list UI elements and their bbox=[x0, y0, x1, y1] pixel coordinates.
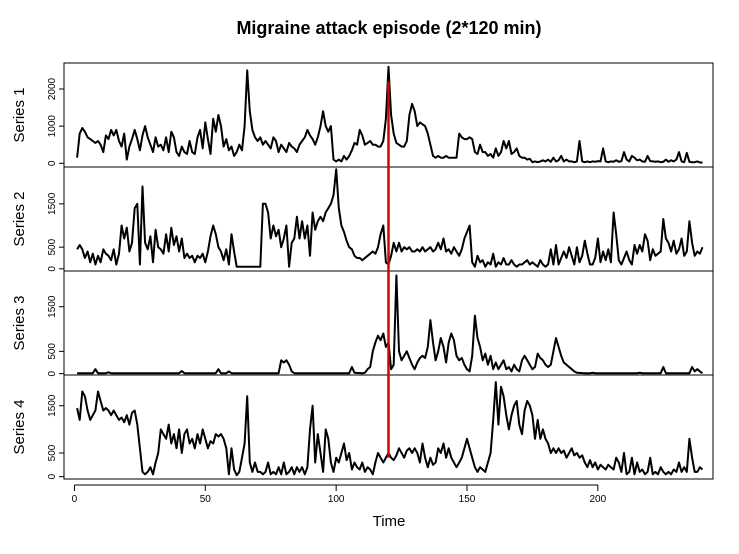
series-line bbox=[77, 274, 704, 375]
x-axis-title: Time bbox=[373, 513, 406, 530]
y-tick-label: 500 bbox=[47, 444, 58, 461]
x-tick-label: 200 bbox=[590, 494, 607, 505]
panel-series-3: 0 500 1500 Series 3 bbox=[11, 270, 714, 376]
series-line bbox=[76, 168, 704, 268]
panel-series-4: 0 500 1500 Series 4 bbox=[11, 374, 714, 480]
panel-series-2: 0 500 1500 Series 2 bbox=[11, 166, 714, 272]
chart-panels: 0 1000 2000 Series 1 0 500 1500 Series 2 0 500 150… bbox=[11, 62, 714, 480]
x-tick-label: 150 bbox=[459, 494, 476, 505]
x-axis: 0 50 100 150 200 bbox=[72, 484, 607, 505]
y-tick-label: 1000 bbox=[47, 115, 58, 138]
y-tick-label: 0 bbox=[47, 266, 58, 272]
y-tick-label: 0 bbox=[47, 370, 58, 376]
x-tick-label: 100 bbox=[328, 494, 345, 505]
x-tick-label: 50 bbox=[200, 494, 212, 505]
y-tick-label: 0 bbox=[47, 473, 58, 479]
y-tick-label: 1500 bbox=[47, 295, 58, 318]
y-tick-label: 500 bbox=[47, 343, 58, 360]
panel-series-1: 0 1000 2000 Series 1 bbox=[11, 62, 714, 168]
series-line bbox=[76, 381, 704, 477]
x-tick-label: 0 bbox=[72, 494, 78, 505]
y-tick-label: 500 bbox=[47, 238, 58, 255]
y-tick-label: 2000 bbox=[47, 77, 58, 100]
y-tick-label: 0 bbox=[47, 160, 58, 166]
series-label: Series 4 bbox=[11, 399, 28, 454]
series-label: Series 1 bbox=[11, 87, 28, 142]
series-label: Series 3 bbox=[11, 295, 28, 350]
y-tick-label: 1500 bbox=[47, 394, 58, 417]
y-tick-label: 1500 bbox=[47, 192, 58, 215]
chart-title: Migraine attack episode (2*120 min) bbox=[236, 18, 541, 38]
series-label: Series 2 bbox=[11, 191, 28, 246]
series-line bbox=[76, 65, 703, 164]
